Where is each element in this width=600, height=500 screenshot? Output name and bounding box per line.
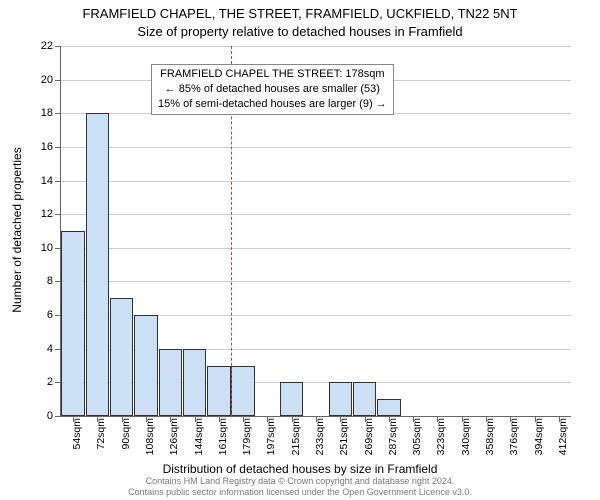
bar	[61, 231, 84, 416]
x-tick-label: 233sqm	[314, 418, 326, 455]
y-axis-title: Number of detached properties	[10, 147, 24, 312]
y-tick	[55, 147, 60, 148]
bar	[329, 382, 352, 416]
x-tick-label: 394sqm	[533, 418, 545, 455]
x-tick-label: 305sqm	[411, 418, 423, 455]
y-tick-label: 0	[27, 410, 53, 422]
y-tick	[55, 349, 60, 350]
y-tick-label: 20	[27, 74, 53, 86]
y-tick-label: 8	[27, 275, 53, 287]
x-tick-label: 126sqm	[168, 418, 180, 455]
y-tick-label: 14	[27, 175, 53, 187]
y-tick-label: 10	[27, 242, 53, 254]
y-tick	[55, 80, 60, 81]
x-tick-label: 287sqm	[387, 418, 399, 455]
y-tick-label: 16	[27, 141, 53, 153]
x-tick-label: 358sqm	[484, 418, 496, 455]
bar	[207, 366, 230, 416]
y-tick	[55, 214, 60, 215]
y-tick-label: 22	[27, 40, 53, 52]
y-tick	[55, 315, 60, 316]
x-tick-label: 340sqm	[460, 418, 472, 455]
x-tick-label: 269sqm	[363, 418, 375, 455]
y-tick	[55, 46, 60, 47]
x-tick-label: 197sqm	[265, 418, 277, 455]
x-tick-label: 108sqm	[144, 418, 156, 455]
gridline	[61, 281, 571, 282]
plot-area: 024681012141618202254sqm72sqm90sqm108sqm…	[60, 46, 571, 417]
x-tick-label: 179sqm	[241, 418, 253, 455]
chart-container: FRAMFIELD CHAPEL, THE STREET, FRAMFIELD,…	[0, 0, 600, 500]
gridline	[61, 248, 571, 249]
x-tick-label: 90sqm	[120, 418, 132, 450]
x-tick-label: 54sqm	[71, 418, 83, 450]
x-tick-label: 412sqm	[557, 418, 569, 455]
annotation-line2: ← 85% of detached houses are smaller (53…	[158, 82, 387, 97]
bar	[377, 399, 400, 416]
x-tick-label: 376sqm	[508, 418, 520, 455]
x-tick-label: 215sqm	[290, 418, 302, 455]
y-tick	[55, 181, 60, 182]
bar	[134, 315, 157, 416]
y-tick	[55, 416, 60, 417]
bar	[353, 382, 376, 416]
y-tick-label: 2	[27, 376, 53, 388]
y-tick-label: 6	[27, 309, 53, 321]
bar	[86, 113, 109, 416]
y-tick	[55, 382, 60, 383]
x-tick-label: 161sqm	[217, 418, 229, 455]
x-tick-label: 144sqm	[193, 418, 205, 455]
annotation-box: FRAMFIELD CHAPEL THE STREET: 178sqm ← 85…	[151, 64, 394, 115]
annotation-line3: 15% of semi-detached houses are larger (…	[158, 97, 387, 112]
footer-attribution: Contains HM Land Registry data © Crown c…	[0, 476, 600, 498]
x-tick-label: 251sqm	[338, 418, 350, 455]
gridline	[61, 147, 571, 148]
footer-line1: Contains HM Land Registry data © Crown c…	[0, 476, 600, 487]
y-tick	[55, 248, 60, 249]
y-tick-label: 12	[27, 208, 53, 220]
gridline	[61, 181, 571, 182]
y-tick	[55, 281, 60, 282]
footer-line2: Contains public sector information licen…	[0, 487, 600, 498]
bar	[110, 298, 133, 416]
bar	[231, 366, 254, 416]
y-tick	[55, 113, 60, 114]
chart-title-line2: Size of property relative to detached ho…	[0, 24, 600, 39]
bar	[280, 382, 303, 416]
gridline	[61, 46, 571, 47]
y-tick-label: 18	[27, 107, 53, 119]
x-tick-label: 72sqm	[95, 418, 107, 450]
chart-title-line1: FRAMFIELD CHAPEL, THE STREET, FRAMFIELD,…	[0, 6, 600, 21]
bar	[183, 349, 206, 416]
y-tick-label: 4	[27, 343, 53, 355]
bar	[159, 349, 182, 416]
annotation-line1: FRAMFIELD CHAPEL THE STREET: 178sqm	[158, 67, 387, 82]
x-axis-title: Distribution of detached houses by size …	[0, 462, 600, 476]
gridline	[61, 214, 571, 215]
x-tick-label: 323sqm	[435, 418, 447, 455]
